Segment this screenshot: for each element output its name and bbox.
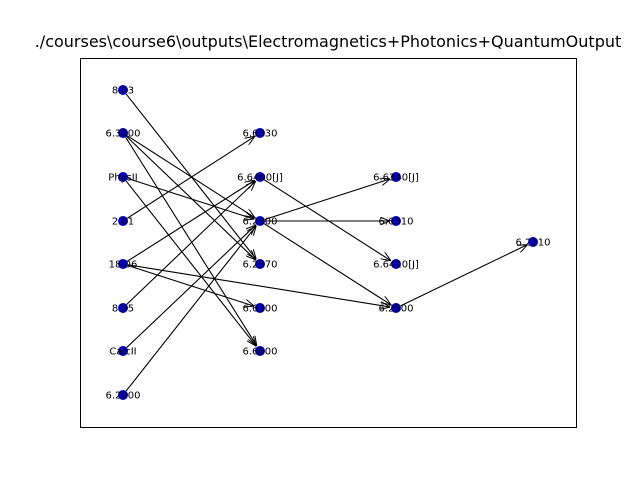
node-label: 6.6400[J] (237, 173, 283, 184)
node-b4: 6.2370 (243, 259, 278, 271)
node-c3: 6.6410[J] (373, 259, 419, 271)
node-label: 6.2500 (379, 304, 414, 315)
node-a4: 2.01 (112, 216, 134, 228)
edge-c4-d1 (400, 245, 527, 307)
node-a7: CalcII (109, 346, 137, 358)
node-c4: 6.2500 (379, 303, 414, 315)
node-a3: PhysII (108, 172, 138, 184)
node-label: 8.05 (112, 304, 134, 315)
diagram-title: ./courses\course6\outputs\Electromagneti… (34, 32, 622, 51)
node-marker (118, 259, 128, 269)
node-label: 6.2300 (243, 217, 278, 228)
node-label: 8.03 (112, 86, 134, 97)
node-b3: 6.2300 (243, 216, 278, 228)
node-marker (118, 85, 128, 95)
node-marker (391, 172, 401, 182)
node-d1: 6.2210 (516, 237, 551, 249)
node-c2: 6.6310 (379, 216, 414, 228)
node-marker (118, 128, 128, 138)
node-label: 18.06 (109, 260, 138, 271)
edge-a2-b6 (125, 136, 257, 345)
edge-a2-b4 (126, 136, 255, 259)
node-marker (255, 172, 265, 182)
node-a8: 6.2000 (106, 390, 141, 402)
node-a2: 6.3000 (106, 128, 141, 140)
edge-a4-b1 (126, 137, 254, 219)
node-marker (255, 216, 265, 226)
node-marker (528, 237, 538, 247)
edge-a5-c4 (127, 264, 389, 307)
edge-a2-b3 (126, 135, 254, 218)
node-marker (391, 303, 401, 313)
node-marker (255, 346, 265, 356)
node-marker (391, 259, 401, 269)
node-label: 6.6600 (243, 347, 278, 358)
edge-a6-b2 (126, 182, 255, 305)
edge-a7-b3 (126, 226, 255, 348)
node-marker (255, 259, 265, 269)
node-marker (255, 303, 265, 313)
node-marker (255, 128, 265, 138)
edge-a8-b3 (125, 226, 256, 392)
node-marker (118, 346, 128, 356)
node-a5: 18.06 (109, 259, 138, 271)
node-label: 6.6330 (243, 129, 278, 140)
node-marker (118, 172, 128, 182)
node-marker (118, 390, 128, 400)
edge-b2-c3 (263, 179, 390, 261)
node-label: PhysII (108, 173, 137, 184)
edge-b3-c1 (264, 179, 390, 220)
node-label: 6.2000 (106, 391, 141, 402)
edge-layer (125, 93, 527, 392)
node-b5: 6.6300 (243, 303, 278, 315)
edge-a5-b5 (127, 265, 254, 306)
plot-frame (80, 58, 577, 428)
node-label: 6.6310 (379, 217, 414, 228)
node-marker (118, 216, 128, 226)
edge-a3-b3 (127, 178, 254, 219)
node-b2: 6.6400[J] (237, 172, 283, 184)
node-label: 6.6300 (243, 304, 278, 315)
node-b1: 6.6330 (243, 128, 278, 140)
node-label: 6.6410[J] (373, 260, 419, 271)
node-b6: 6.6600 (243, 346, 278, 358)
node-label: 6.2370 (243, 260, 278, 271)
edge-b3-c4 (263, 223, 390, 305)
node-label: CalcII (109, 347, 136, 358)
node-marker (391, 216, 401, 226)
node-a1: 8.03 (112, 85, 134, 97)
node-c1: 6.6340[J] (373, 172, 419, 184)
node-marker (118, 303, 128, 313)
edge-a5-b2 (126, 181, 254, 262)
node-label: 2.01 (112, 217, 134, 228)
node-label: 6.2210 (516, 238, 551, 249)
node-layer: 8.03 6.3000 PhysII 2.01 18.06 8.05 CalcII 6.200… (106, 85, 551, 402)
node-label: 6.6340[J] (373, 173, 419, 184)
edge-a3-b6 (125, 180, 256, 346)
node-a6: 8.05 (112, 303, 134, 315)
node-label: 6.3000 (106, 129, 141, 140)
